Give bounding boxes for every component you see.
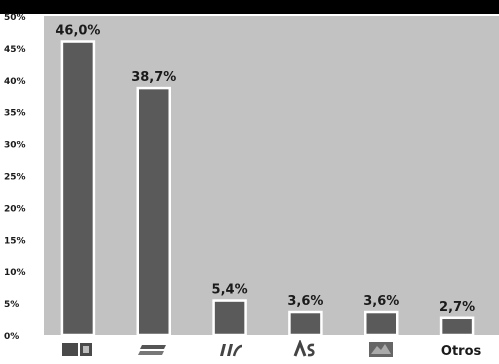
bar-value-label: 5,4% xyxy=(212,283,248,298)
y-tick-label: 30% xyxy=(4,141,26,151)
y-tick-label: 50% xyxy=(4,13,26,23)
y-tick-label: 40% xyxy=(4,77,26,87)
y-tick-label: 35% xyxy=(4,109,26,119)
psoe-logo-icon xyxy=(62,340,94,358)
bar-value-label: 2,7% xyxy=(439,300,475,315)
bar-upn xyxy=(365,312,397,335)
andalusista-logo-icon xyxy=(289,340,321,358)
y-tick-label: 45% xyxy=(4,45,26,55)
bar-value-label: 46,0% xyxy=(55,24,100,39)
bar-value-label: 3,6% xyxy=(287,294,323,309)
y-tick-label: 0% xyxy=(4,332,19,342)
bar-otros xyxy=(441,318,473,335)
y-tick-label: 20% xyxy=(4,204,26,214)
bar-as xyxy=(289,312,321,335)
y-tick-label: 15% xyxy=(4,236,26,246)
bar-psoe xyxy=(62,42,94,335)
bar-pp xyxy=(138,88,170,335)
y-tick-label: 5% xyxy=(4,300,19,310)
plot-area xyxy=(44,16,499,335)
top-band xyxy=(0,0,499,14)
bar-value-label: 3,6% xyxy=(363,294,399,309)
bar-iu xyxy=(214,301,246,335)
pp-logo-icon xyxy=(138,340,170,358)
y-tick-label: 25% xyxy=(4,173,26,183)
bar-value-label: 38,7% xyxy=(131,70,176,85)
regional-party-logo-icon xyxy=(365,340,397,358)
x-tick-label: Otros xyxy=(441,344,482,359)
y-tick-label: 10% xyxy=(4,268,26,278)
iu-logo-icon xyxy=(214,340,246,358)
